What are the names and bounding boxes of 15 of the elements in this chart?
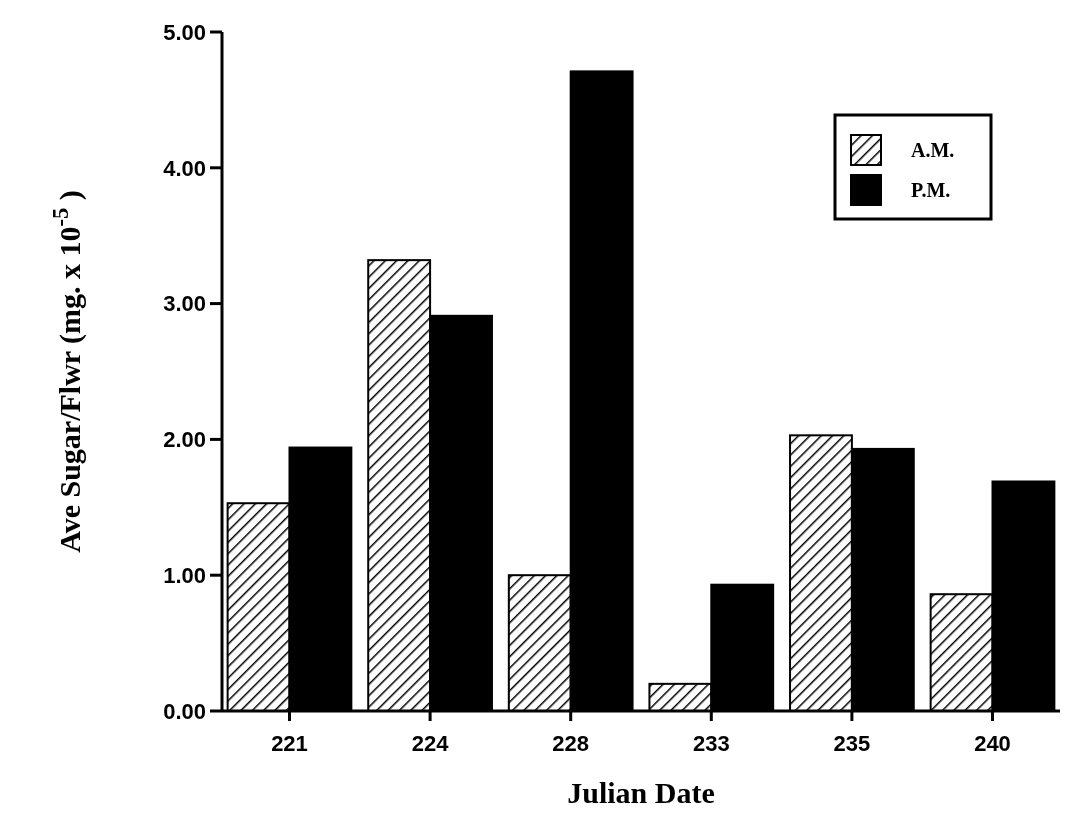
y-tick-label: 3.00 [163,291,206,317]
x-tick-label: 235 [833,731,871,756]
x-tick-label: 221 [271,731,308,756]
y-tick-label: 0.00 [163,698,206,724]
legend-label: P.M. [911,179,951,201]
x-tick-label: 228 [552,731,590,756]
x-axis-title: Julian Date [567,776,715,809]
y-tick-label: 2.00 [163,427,206,453]
x-tick-label: 224 [411,731,450,756]
x-tick-label: 240 [974,731,1011,756]
legend-label: A.M. [911,139,955,161]
y-tick-label: 1.00 [163,562,206,588]
y-tick-label: 5.00 [163,19,206,45]
y-tick-label: 4.00 [163,155,206,181]
x-tick-label: 233 [692,731,730,756]
